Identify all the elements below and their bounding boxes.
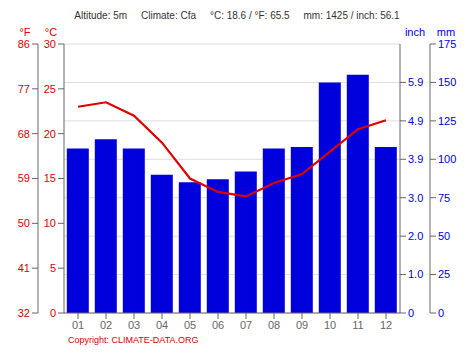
svg-text:2.0: 2.0 <box>408 230 423 242</box>
svg-text:150: 150 <box>438 76 456 88</box>
svg-text:11: 11 <box>352 319 363 331</box>
svg-text:0: 0 <box>408 307 414 319</box>
svg-text:0: 0 <box>438 307 444 319</box>
svg-text:175: 175 <box>438 38 456 50</box>
svg-text:5: 5 <box>50 262 56 274</box>
svg-text:3.9: 3.9 <box>408 153 423 165</box>
svg-text:12: 12 <box>380 319 392 331</box>
svg-text:mm: mm <box>437 26 455 38</box>
svg-text:06: 06 <box>212 319 224 331</box>
svg-text:50: 50 <box>18 217 30 229</box>
svg-text:°F: °F <box>19 26 30 38</box>
svg-text:125: 125 <box>438 115 456 127</box>
svg-text:3.0: 3.0 <box>408 192 423 204</box>
svg-text:68: 68 <box>18 128 30 140</box>
svg-text:0: 0 <box>50 307 56 319</box>
svg-text:01: 01 <box>72 319 84 331</box>
svg-text:°C: °C <box>45 26 57 38</box>
svg-text:32: 32 <box>18 307 30 319</box>
svg-text:75: 75 <box>438 192 450 204</box>
svg-text:86: 86 <box>18 38 30 50</box>
svg-text:15: 15 <box>44 172 56 184</box>
svg-text:1.0: 1.0 <box>408 268 423 280</box>
svg-text:41: 41 <box>18 262 30 274</box>
svg-text:50: 50 <box>438 230 450 242</box>
svg-text:30: 30 <box>44 38 56 50</box>
svg-text:03: 03 <box>128 319 140 331</box>
svg-text:59: 59 <box>18 172 30 184</box>
svg-text:77: 77 <box>18 83 30 95</box>
html-text:Copyright: CLIMATE-DATA.ORG: Copyright: CLIMATE-DATA.ORG <box>68 335 199 345</box>
svg-text:20: 20 <box>44 128 56 140</box>
svg-text:04: 04 <box>156 319 168 331</box>
html-text:Altitude: 5m Climate: Cfa °C:: Altitude: 5m Climate: Cfa °C: 18.6 / °F:… <box>74 10 400 21</box>
svg-text:08: 08 <box>268 319 280 331</box>
svg-text:100: 100 <box>438 153 456 165</box>
svg-text:25: 25 <box>44 83 56 95</box>
svg-text:07: 07 <box>240 319 252 331</box>
svg-text:25: 25 <box>438 268 450 280</box>
svg-text:02: 02 <box>100 319 112 331</box>
svg-text:4.9: 4.9 <box>408 115 423 127</box>
svg-text:05: 05 <box>184 319 196 331</box>
svg-text:10: 10 <box>44 217 56 229</box>
svg-text:5.9: 5.9 <box>408 76 423 88</box>
svg-text:10: 10 <box>324 319 336 331</box>
svg-text:09: 09 <box>296 319 308 331</box>
svg-text:inch: inch <box>405 26 425 38</box>
